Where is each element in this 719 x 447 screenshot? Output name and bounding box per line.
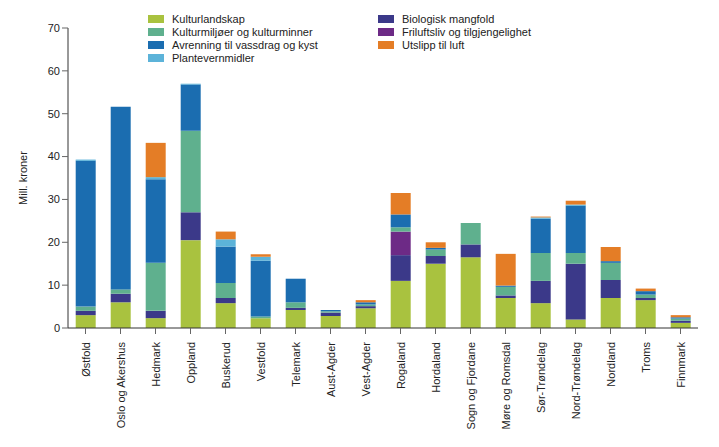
svg-text:20: 20 (48, 236, 60, 248)
svg-text:30: 30 (48, 193, 60, 205)
svg-text:Vest-Agder: Vest-Agder (360, 342, 372, 397)
svg-text:Aust-Agder: Aust-Agder (325, 342, 337, 397)
html-text:Plantevernmidler: Plantevernmidler (172, 51, 255, 64)
svg-text:Vestfold: Vestfold (255, 342, 267, 381)
svg-text:50: 50 (48, 108, 60, 120)
html-text:Biologisk mangfold: Biologisk mangfold (401, 12, 495, 25)
svg-text:Rogaland: Rogaland (395, 342, 407, 389)
html-text:Kulturmiljøer og kulturminner: Kulturmiljøer og kulturminner (172, 25, 313, 38)
svg-text:Finnmark: Finnmark (675, 342, 687, 388)
svg-text:Buskerud: Buskerud (220, 342, 232, 388)
svg-text:Oppland: Oppland (185, 342, 197, 384)
svg-text:10: 10 (48, 279, 60, 291)
svg-text:Mill. kroner: Mill. kroner (17, 151, 29, 205)
svg-text:Nordland: Nordland (605, 342, 617, 387)
html-text:Kulturlandskap: Kulturlandskap (172, 12, 245, 25)
svg-text:Hordaland: Hordaland (430, 342, 442, 393)
svg-text:60: 60 (48, 65, 60, 77)
svg-text:40: 40 (48, 150, 60, 162)
svg-text:Sogn og Fjordane: Sogn og Fjordane (465, 342, 477, 429)
svg-text:Nord-Trøndelag: Nord-Trøndelag (570, 342, 582, 419)
svg-text:Sør-Trøndelag: Sør-Trøndelag (535, 342, 547, 413)
svg-text:70: 70 (48, 22, 60, 34)
svg-text:0: 0 (54, 322, 60, 334)
html-text:Utslipp til luft: Utslipp til luft (401, 38, 465, 51)
svg-text:Hedmark: Hedmark (150, 342, 162, 387)
svg-text:Østfold: Østfold (80, 342, 92, 377)
svg-text:Telemark: Telemark (290, 342, 302, 387)
html-text:Avrenning til vassdrag og kyst: Avrenning til vassdrag og kyst (172, 38, 318, 51)
svg-text:Oslo og Akershus: Oslo og Akershus (115, 342, 127, 429)
svg-text:Troms: Troms (640, 342, 652, 373)
html-text:Friluftsliv og tilgjengelighet: Friluftsliv og tilgjengelighet (401, 25, 531, 38)
svg-text:Møre og Romsdal: Møre og Romsdal (500, 342, 512, 429)
